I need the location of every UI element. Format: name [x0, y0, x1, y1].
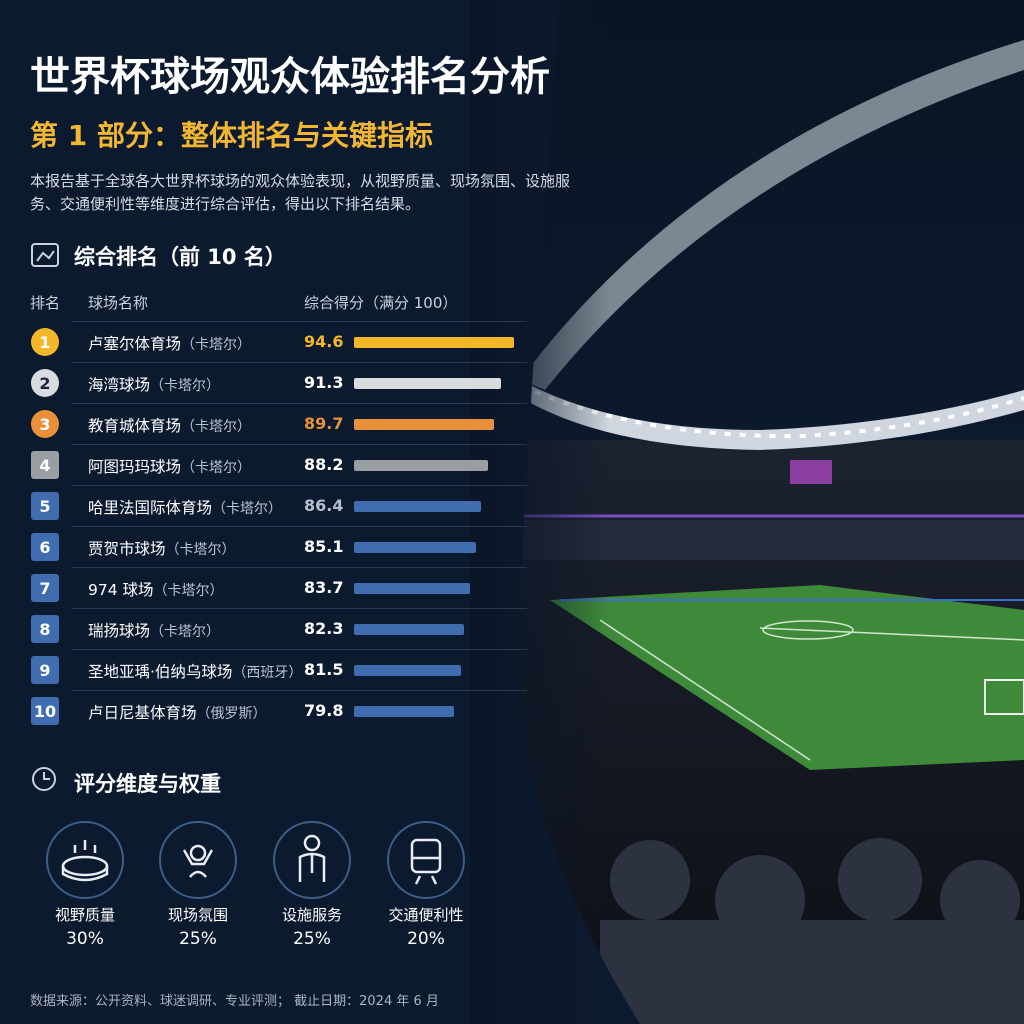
dimension-label: 现场氛围 — [167, 906, 228, 924]
country: （卡塔尔） — [153, 583, 224, 599]
section-title: 综合排名（前 10 名） — [74, 245, 286, 269]
dimension-label: 设施服务 — [281, 906, 342, 924]
row-divider — [72, 444, 527, 445]
country: （卡塔尔） — [150, 378, 221, 394]
row-divider — [72, 608, 527, 609]
country: （卡塔尔） — [165, 542, 236, 558]
row-divider — [72, 362, 527, 363]
score: 82.3 — [304, 619, 344, 638]
stadium-name: 贾贺市球场（卡塔尔） — [88, 540, 236, 558]
score-bar — [354, 706, 455, 717]
rank-badge: 8 — [31, 615, 59, 643]
rank-badge: 2 — [31, 369, 59, 397]
rank-badge: 7 — [31, 574, 59, 602]
country: （卡塔尔） — [181, 337, 252, 353]
score-bar — [354, 460, 489, 471]
column-header: 球场名称 — [88, 294, 149, 312]
score: 88.2 — [304, 455, 344, 474]
country: （俄罗斯） — [196, 706, 267, 722]
dimension-weight: 25% — [293, 929, 331, 949]
score: 94.6 — [304, 332, 344, 351]
stadium-name: 974 球场（卡塔尔） — [88, 581, 224, 599]
rank-badge: 5 — [31, 492, 59, 520]
score-bar — [354, 501, 481, 512]
stadium-name: 海湾球场（卡塔尔） — [88, 376, 221, 394]
score-bar — [354, 665, 462, 676]
score-bar — [354, 337, 515, 348]
score-bar — [354, 624, 465, 635]
rank-badge: 3 — [31, 410, 59, 438]
score-bar — [354, 542, 476, 553]
stadium-name: 教育城体育场（卡塔尔） — [88, 417, 252, 435]
stadium-name: 哈里法国际体育场（卡塔尔） — [88, 499, 283, 517]
row-divider — [72, 321, 527, 322]
score-bar — [354, 378, 501, 389]
score: 85.1 — [304, 537, 344, 556]
row-divider — [72, 485, 527, 486]
dimension-weight: 20% — [407, 929, 445, 949]
dimension-label: 视野质量 — [54, 906, 115, 924]
stadium-name: 阿图玛玛球场（卡塔尔） — [88, 458, 252, 476]
score-bar — [354, 583, 471, 594]
row-divider — [72, 403, 527, 404]
stadium-name: 瑞扬球场（卡塔尔） — [88, 622, 221, 640]
score: 91.3 — [304, 373, 344, 392]
row-divider — [72, 526, 527, 527]
country: （卡塔尔） — [212, 501, 283, 517]
stadium-name: 圣地亚瑀·伯纳乌球场（西班牙） — [88, 663, 303, 681]
score: 86.4 — [304, 496, 344, 515]
score: 89.7 — [304, 414, 344, 433]
rank-badge: 6 — [31, 533, 59, 561]
score: 83.7 — [304, 578, 344, 597]
title: 世界杯球场观众体验排名分析 — [30, 54, 550, 100]
score-bar — [354, 419, 495, 430]
rank-badge: 4 — [31, 451, 59, 479]
row-divider — [72, 690, 527, 691]
score: 79.8 — [304, 701, 344, 720]
column-header: 排名 — [30, 294, 61, 312]
country: （卡塔尔） — [150, 624, 221, 640]
dimension-label: 交通便利性 — [388, 906, 464, 924]
rank-badge: 10 — [31, 697, 59, 725]
intro-text: 本报告基于全球各大世界杯球场的观众体验表现，从视野质量、现场氛围、设施服务、交通… — [30, 172, 571, 213]
rank-badge: 1 — [31, 328, 59, 356]
country: （西班牙） — [232, 665, 303, 681]
stadium-name: 卢日尼基体育场（俄罗斯） — [88, 704, 267, 722]
stadium-name: 卢塞尔体育场（卡塔尔） — [88, 335, 252, 353]
section-title: 评分维度与权重 — [74, 772, 221, 796]
footer: 数据来源：公开资料、球迷调研、专业评测； 截止日期：2024 年 6 月 — [30, 994, 439, 1009]
row-divider — [72, 649, 527, 650]
dimension-weight: 25% — [179, 929, 217, 949]
rank-badge: 9 — [31, 656, 59, 684]
country: （卡塔尔） — [181, 460, 252, 476]
country: （卡塔尔） — [181, 419, 252, 435]
score: 81.5 — [304, 660, 344, 679]
dimension-weight: 30% — [66, 929, 104, 949]
row-divider — [72, 567, 527, 568]
column-header: 综合得分（满分 100） — [304, 294, 458, 312]
subtitle: 第 1 部分：整体排名与关键指标 — [30, 119, 433, 152]
